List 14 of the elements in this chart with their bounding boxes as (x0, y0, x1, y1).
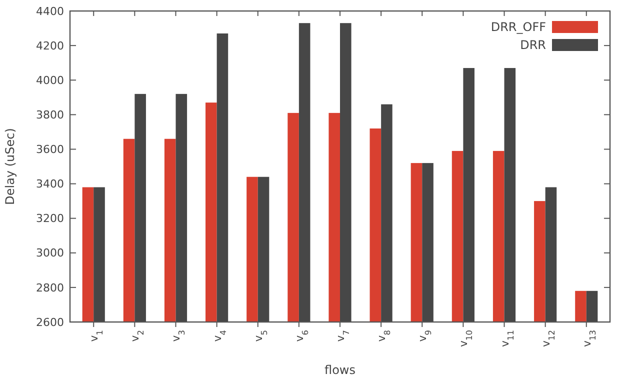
y-tick-label: 3200 (36, 212, 64, 226)
y-tick-label: 3000 (36, 246, 64, 260)
y-tick-label: 3400 (36, 178, 64, 191)
x-axis-title: flows (324, 363, 356, 377)
y-tick-label: 4400 (36, 4, 64, 18)
legend-label: DRR_OFF (490, 20, 546, 34)
legend-label: DRR (520, 38, 546, 52)
y-tick-label: 2600 (36, 316, 64, 329)
y-tick-label: 4200 (36, 39, 64, 52)
y-tick-label: 4000 (36, 74, 64, 87)
y-tick-label: 3800 (36, 108, 64, 122)
y-tick-label: 2800 (36, 281, 64, 294)
y-tick-label: 3600 (36, 143, 64, 156)
y-axis-title: Delay (uSec) (3, 128, 17, 205)
